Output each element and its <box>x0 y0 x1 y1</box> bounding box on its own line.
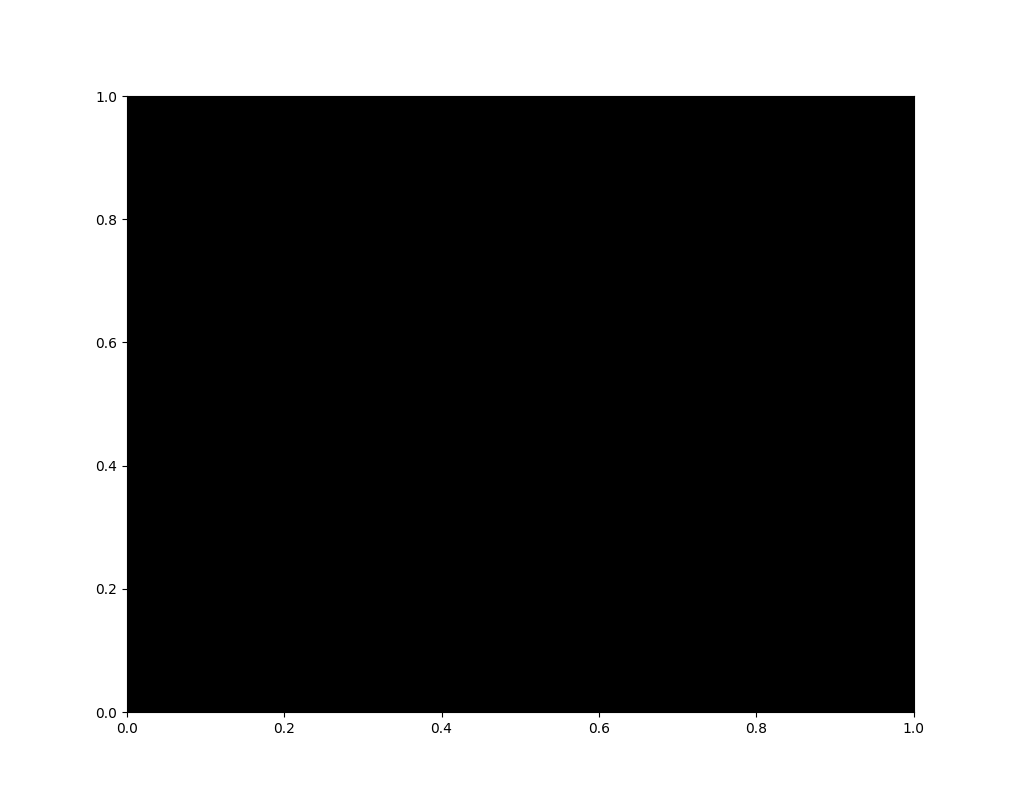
Text: Cartopy required: Cartopy required <box>449 389 566 403</box>
